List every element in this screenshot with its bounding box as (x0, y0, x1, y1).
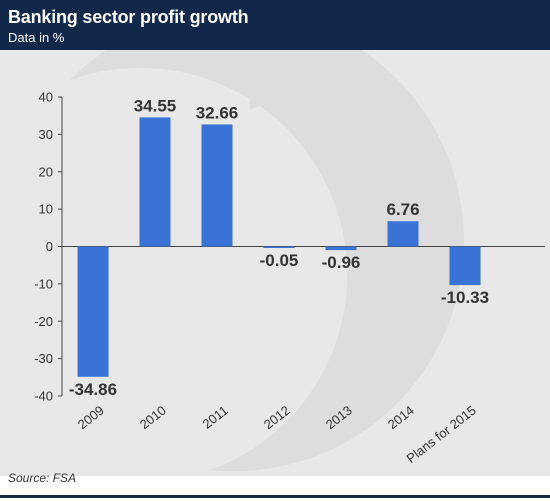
bar (387, 221, 419, 247)
y-tick-label: -40 (34, 389, 53, 404)
x-tick-label: 2011 (200, 403, 231, 432)
x-tick-label: 2009 (75, 403, 107, 433)
y-tick-label: 40 (39, 90, 53, 105)
x-tick-label: 2014 (385, 403, 417, 433)
bar (201, 124, 233, 247)
value-label: -34.86 (69, 380, 117, 399)
y-tick-label: 20 (39, 164, 53, 179)
value-label: -10.33 (441, 288, 489, 307)
value-label: -0.05 (260, 251, 299, 270)
bars-group (77, 117, 481, 377)
bar (449, 246, 481, 286)
value-label: 6.76 (386, 200, 419, 219)
bar (263, 246, 295, 248)
y-tick-label: 0 (46, 239, 53, 254)
source-note: Source: FSA (8, 471, 77, 485)
watermark-logo (70, 11, 465, 472)
y-tick-label: 10 (39, 202, 53, 217)
y-tick-label: -10 (34, 276, 53, 291)
x-tick-label: 2010 (137, 403, 169, 433)
value-label: -0.96 (322, 253, 361, 272)
y-axis-ticks: 40 30 20 10 0 -10 -20 -30 -40 (34, 90, 62, 404)
chart-subtitle: Data in % (8, 30, 65, 45)
x-tick-label: 2012 (261, 403, 293, 433)
value-label: 34.55 (134, 96, 177, 115)
y-tick-label: -30 (34, 351, 53, 366)
y-tick-label: -20 (34, 314, 53, 329)
x-tick-label: 2013 (323, 403, 355, 433)
chart-title: Banking sector profit growth (8, 7, 249, 27)
y-tick-label: 30 (39, 127, 53, 142)
value-labels: -34.86 34.55 32.66 -0.05 -0.96 6.76 -10.33 (69, 96, 489, 398)
bar (139, 117, 171, 247)
chart-header: Banking sector profit growth Data in % (0, 0, 550, 50)
bar (325, 246, 357, 251)
bottom-rule (0, 495, 550, 498)
bar (77, 246, 109, 377)
value-label: 32.66 (196, 103, 239, 122)
